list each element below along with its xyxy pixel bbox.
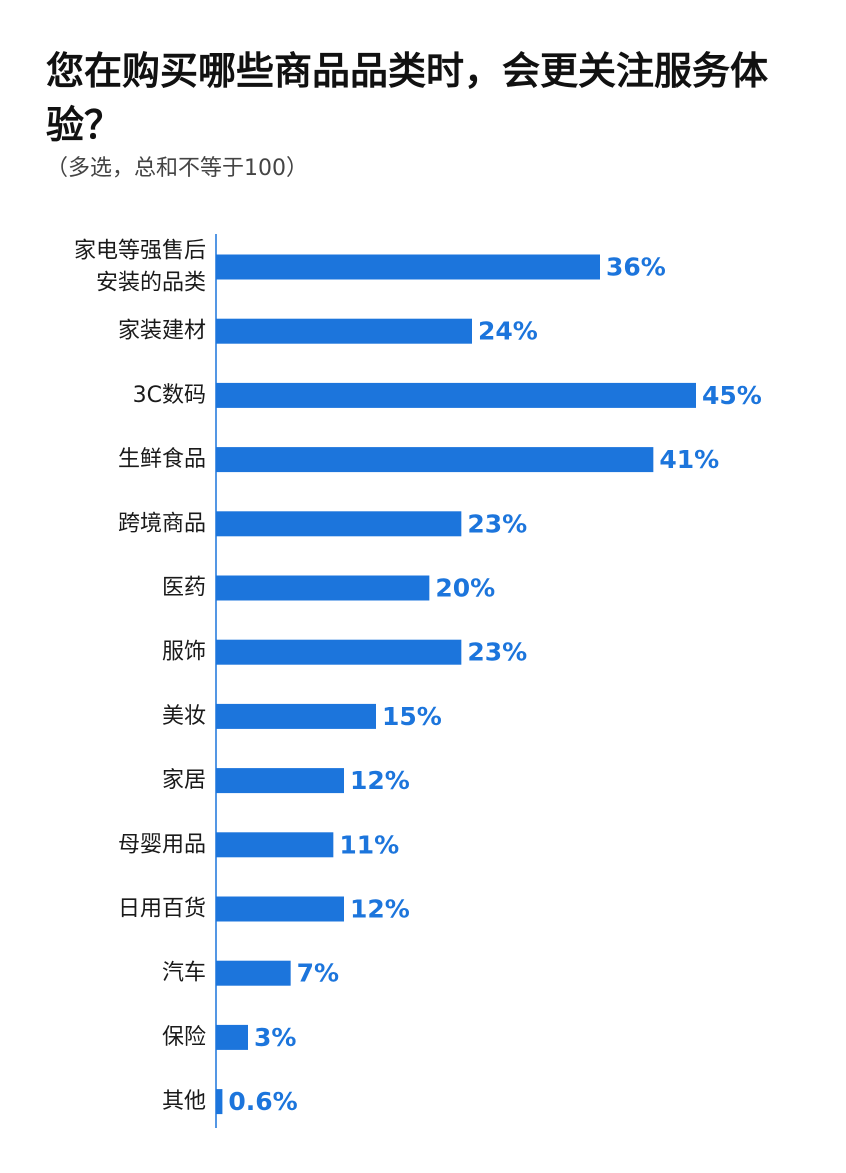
- value-label: 24%: [478, 317, 538, 346]
- bar: [216, 768, 344, 794]
- value-label: 23%: [467, 509, 527, 538]
- value-label: 15%: [382, 702, 442, 731]
- category-label: 保险: [162, 1025, 206, 1050]
- chart-title: 您在购买哪些商品品类时，会更关注服务体验？: [46, 49, 769, 147]
- bar: [216, 1089, 223, 1115]
- bar: [216, 511, 462, 537]
- chart-subtitle: （多选，总和不等于100）: [46, 156, 308, 181]
- value-label: 12%: [350, 766, 410, 795]
- value-label: 36%: [606, 253, 666, 282]
- bar: [216, 639, 462, 665]
- bar: [216, 254, 600, 280]
- value-label: 11%: [339, 830, 399, 859]
- category-label: 服饰: [162, 640, 206, 665]
- category-label: 生鲜食品: [118, 447, 206, 472]
- category-label: 家电等强售后: [74, 239, 206, 264]
- category-label: 3C数码: [133, 383, 206, 408]
- value-label: 41%: [659, 445, 719, 474]
- value-label: 45%: [702, 381, 762, 410]
- bar: [216, 575, 430, 601]
- category-label: 日用百货: [118, 897, 206, 922]
- value-label: 7%: [297, 959, 339, 988]
- category-label: 美妆: [162, 704, 206, 729]
- value-label: 0.6%: [228, 1087, 297, 1116]
- category-label: 医药: [162, 576, 206, 601]
- category-label: 安装的品类: [96, 271, 206, 296]
- value-label: 23%: [467, 638, 527, 667]
- bar: [216, 896, 344, 922]
- value-label: 3%: [254, 1023, 296, 1052]
- category-label: 母婴用品: [118, 832, 206, 857]
- bar: [216, 1024, 248, 1050]
- bar: [216, 382, 696, 408]
- bar: [216, 832, 334, 858]
- category-label: 跨境商品: [118, 511, 206, 536]
- bar: [216, 447, 654, 473]
- bar: [216, 318, 472, 344]
- value-label: 20%: [435, 574, 495, 603]
- category-label: 其他: [162, 1089, 206, 1114]
- category-label: 汽车: [162, 961, 206, 986]
- value-label: 12%: [350, 895, 410, 924]
- bar: [216, 703, 376, 729]
- category-label: 家装建材: [118, 319, 206, 344]
- bar: [216, 960, 291, 986]
- category-label: 家居: [162, 768, 206, 793]
